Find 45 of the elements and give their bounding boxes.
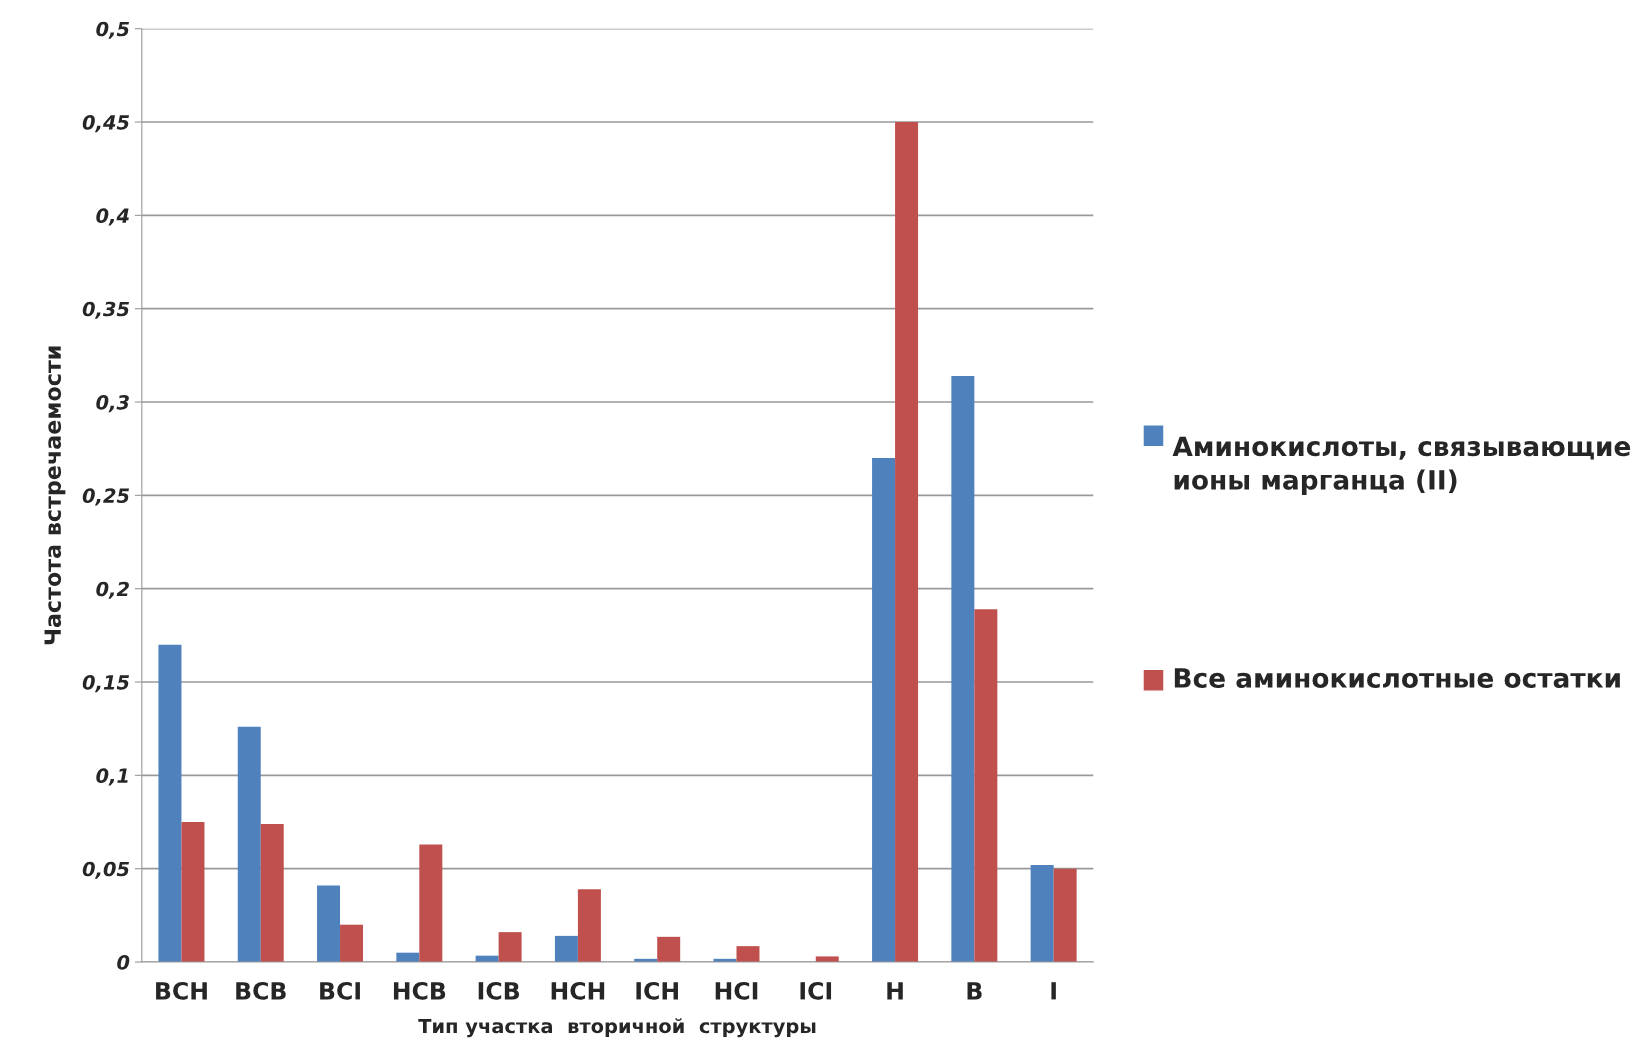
y-tick-label: 0,4 (96, 208, 129, 226)
y-tick-label: 0,45 (82, 114, 129, 133)
legend-label: Все аминокислотные остатки (1174, 668, 1620, 688)
bar (237, 726, 261, 963)
bar (181, 822, 205, 963)
x-tick-label: B (967, 982, 982, 1000)
bar (1030, 864, 1054, 963)
y-tick-label: 0 (117, 954, 130, 970)
x-tick-label: HCI (715, 981, 758, 1000)
y-tick-label: 0,25 (82, 488, 129, 506)
x-axis-title: Тип участка вторичной структуры (418, 1018, 816, 1038)
x-tick-label: ICH (636, 981, 678, 1000)
bar (554, 935, 578, 963)
bar (317, 885, 341, 963)
bar (872, 458, 896, 963)
y-tick-label: 0,3 (96, 394, 129, 413)
y-tick-label: 0,5 (96, 21, 129, 39)
y-tick-label: 0,1 (96, 768, 128, 786)
bar (158, 644, 182, 963)
x-tick-label: BCH (156, 981, 207, 1000)
x-tick-label: ICB (478, 981, 520, 1000)
bar (951, 375, 975, 963)
bar (657, 936, 681, 963)
bar (577, 889, 601, 963)
bar (419, 844, 443, 963)
bar (736, 946, 760, 963)
x-tick-label: HCB (393, 981, 446, 1000)
bar (974, 609, 998, 963)
x-tick-label: H (887, 982, 903, 1000)
y-tick-label: 0,2 (96, 581, 129, 599)
bar (1053, 868, 1077, 963)
x-tick-label: HCH (551, 981, 605, 1000)
x-tick-label: ICI (800, 981, 832, 1000)
y-tick-label: 0,35 (82, 301, 129, 319)
bar (498, 932, 522, 963)
bar (340, 924, 364, 963)
y-tick-label: 0,05 (82, 861, 129, 879)
y-tick-label: 0,15 (82, 674, 129, 693)
legend-label: Аминокислоты, связывающие ионы марганца (II) (1172, 436, 1631, 495)
x-tick-label: BCI (320, 981, 360, 1000)
x-tick-label: BCB (236, 981, 286, 1000)
x-tick-label: I (1051, 982, 1056, 1000)
bar (260, 823, 284, 963)
y-axis-title: Частота встречаемости (44, 346, 66, 645)
bar (895, 122, 919, 963)
